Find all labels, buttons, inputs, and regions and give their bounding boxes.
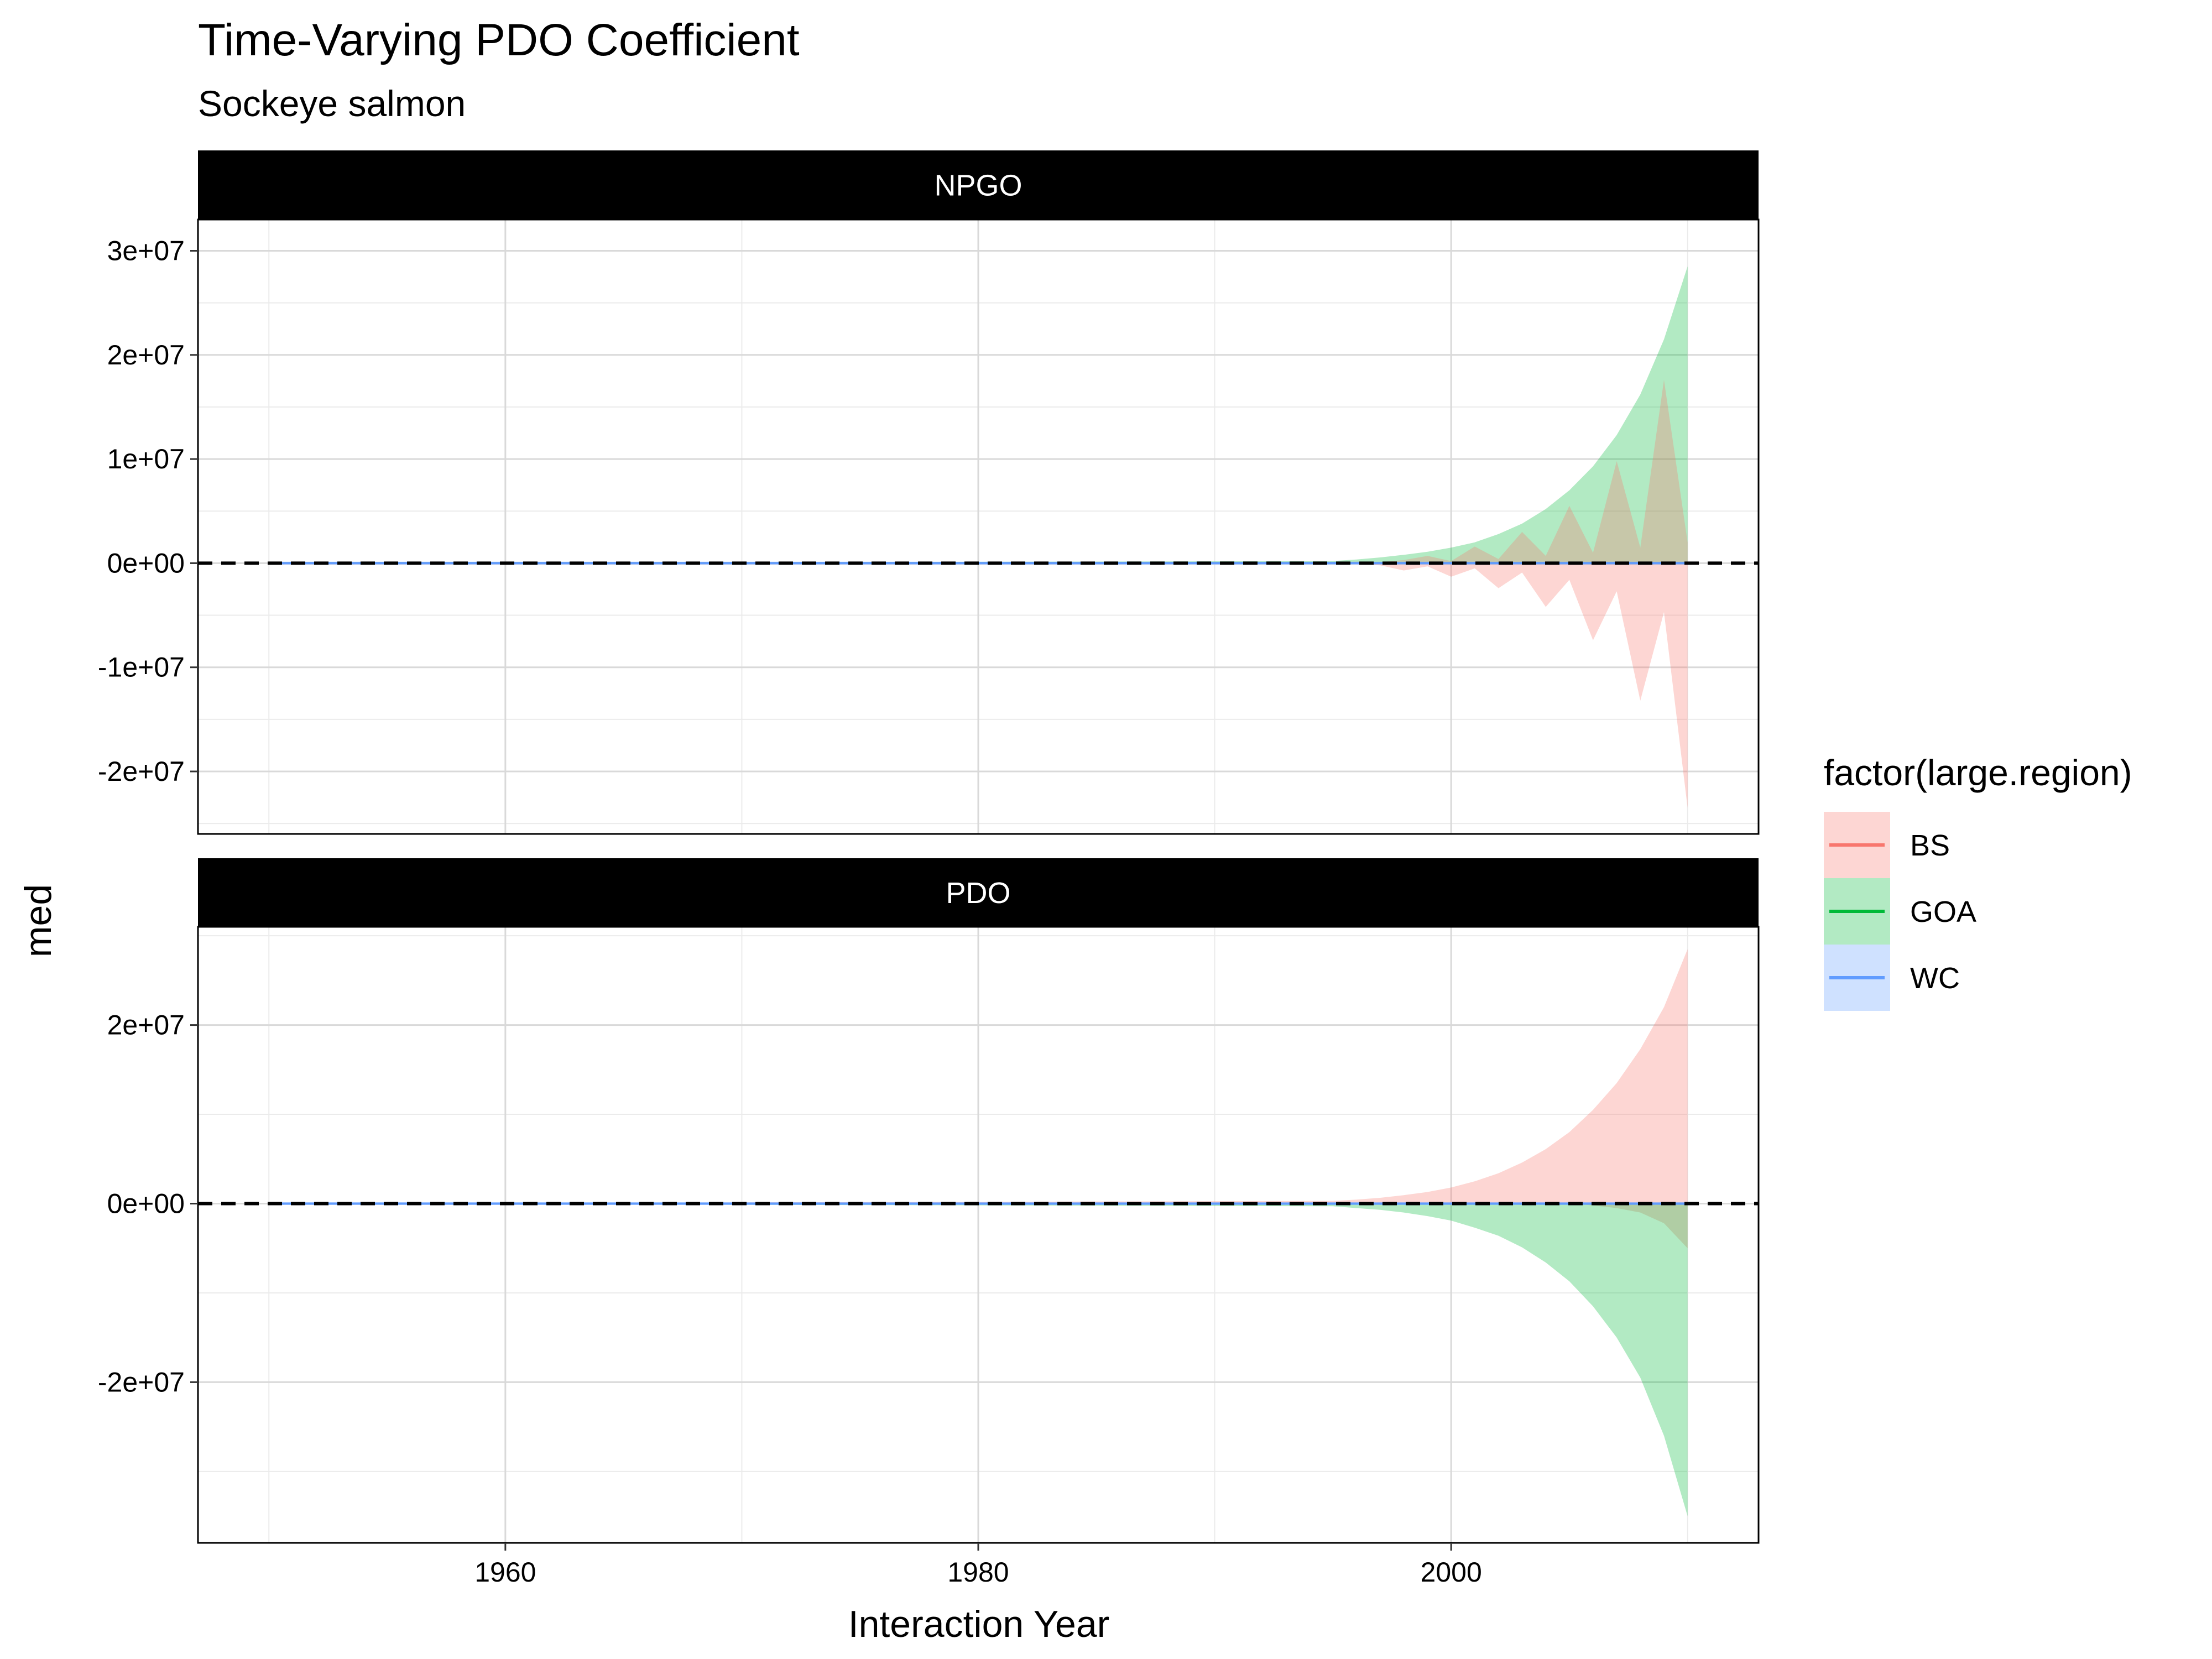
x-tick-label: 2000	[1421, 1557, 1482, 1588]
facet-strip-pdo	[198, 858, 1759, 927]
legend-title: factor(large.region)	[1824, 752, 2132, 793]
ribbon-goa	[269, 1203, 1688, 1516]
legend-item-wc: WC	[1824, 945, 1960, 1011]
legend-item-bs: BS	[1824, 812, 1950, 878]
x-tick-label: 1960	[474, 1557, 536, 1588]
y-tick-label: 0e+00	[107, 1188, 185, 1219]
chart-title: Time-Varying PDO Coefficient	[198, 15, 800, 65]
x-tick-label: 1980	[947, 1557, 1009, 1588]
y-tick-label: -2e+07	[98, 756, 185, 787]
facet-strip-label: NPGO	[934, 169, 1022, 202]
facet-panel-npgo: NPGO -2e+07 -1e+07 0e+00 1e+07 2e+07 3e+07	[98, 150, 1760, 835]
y-tick-label: 0e+00	[107, 547, 185, 578]
facet-panels: NPGO -2e+07 -1e+07 0e+00 1e+07 2e+07 3e+07 PDO -…	[98, 150, 1760, 1588]
y-tick-label: 1e+07	[107, 444, 185, 474]
x-axis-title: Interaction Year	[848, 1603, 1110, 1645]
legend-item-goa: GOA	[1824, 878, 1976, 945]
facet-strip-npgo	[198, 150, 1759, 220]
facet-strip-label: PDO	[946, 877, 1010, 910]
ribbon-goa	[269, 266, 1688, 564]
legend-label: BS	[1910, 829, 1950, 862]
legend-label: GOA	[1910, 895, 1976, 928]
y-tick-label: -2e+07	[98, 1366, 185, 1397]
chart-subtitle: Sockeye salmon	[198, 83, 466, 124]
legend-label: WC	[1910, 962, 1960, 995]
y-axis-title: med	[17, 884, 59, 957]
facet-panel-pdo: PDO -2e+07 0e+00 2e+07 1960 1980 2000	[98, 858, 1760, 1588]
y-tick-label: 2e+07	[107, 340, 185, 371]
y-tick-label: 2e+07	[107, 1010, 185, 1041]
panel-border	[197, 218, 1760, 835]
y-tick-label: -1e+07	[98, 652, 185, 683]
y-tick-label: 3e+07	[107, 235, 185, 266]
legend: factor(large.region) BS GOA WC	[1824, 752, 2132, 1011]
